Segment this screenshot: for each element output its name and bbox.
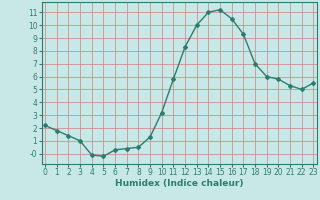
X-axis label: Humidex (Indice chaleur): Humidex (Indice chaleur): [115, 179, 244, 188]
